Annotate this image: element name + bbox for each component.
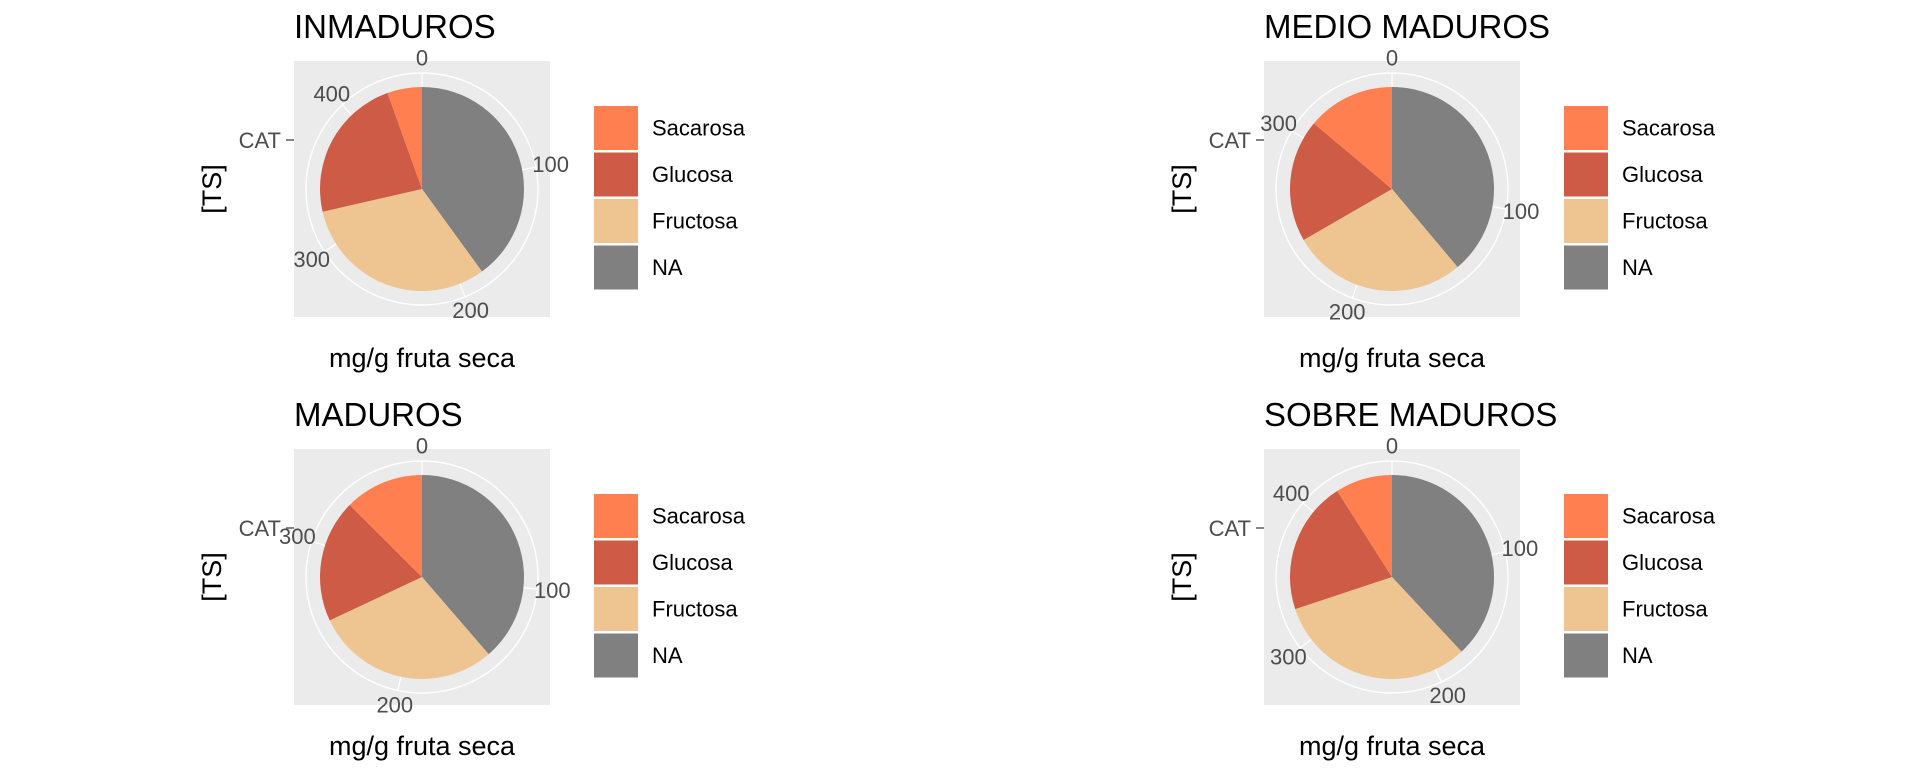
legend-label: Glucosa xyxy=(652,162,733,187)
legend: Sacarosa Glucosa Fructosa NA xyxy=(594,106,746,290)
pie-slice-na xyxy=(1392,87,1494,268)
legend-key-fructosa xyxy=(1564,199,1608,243)
y-axis-title: [TS] xyxy=(197,552,227,602)
pie-slice-sacarosa xyxy=(387,87,422,189)
theta-tick-label: 300 xyxy=(1260,111,1297,136)
pie-slice-glucosa xyxy=(1290,123,1392,240)
y-tick-label: CAT xyxy=(239,128,281,153)
theta-tick-label: 400 xyxy=(313,82,350,107)
pie-slice-sacarosa xyxy=(1337,475,1392,577)
legend-label: Sacarosa xyxy=(1622,116,1716,141)
legend-label: Glucosa xyxy=(652,550,733,575)
y-tick-label: CAT xyxy=(239,516,281,541)
legend-key-sacarosa xyxy=(594,494,638,538)
pie-slice-fructosa xyxy=(329,577,489,679)
theta-tick-label: 0 xyxy=(1386,46,1398,71)
theta-tick-label: 100 xyxy=(532,152,569,177)
y-tick-label: CAT xyxy=(1209,128,1251,153)
legend-key-fructosa xyxy=(1564,587,1608,631)
legend-label: Sacarosa xyxy=(652,116,746,141)
pie-slice-fructosa xyxy=(1303,189,1458,291)
legend-label: Sacarosa xyxy=(1622,504,1716,529)
pie-slice-fructosa xyxy=(1295,577,1462,679)
theta-tick-label: 100 xyxy=(534,578,571,603)
legend-key-sacarosa xyxy=(1564,106,1608,150)
legend-label: Glucosa xyxy=(1622,162,1703,187)
x-axis-title: mg/g fruta seca xyxy=(329,343,516,373)
legend-key-na xyxy=(1564,633,1608,678)
legend-label: Glucosa xyxy=(1622,550,1703,575)
theta-tick-label: 100 xyxy=(1503,199,1540,224)
theta-tick-label: 200 xyxy=(1429,683,1466,708)
theta-tick-label: 400 xyxy=(1273,481,1310,506)
theta-tick-label: 100 xyxy=(1502,536,1539,561)
theta-tick-label: 0 xyxy=(416,46,428,71)
y-axis-title: [TS] xyxy=(197,164,227,214)
theta-tick-label: 0 xyxy=(416,434,428,459)
legend-key-sacarosa xyxy=(1564,494,1608,538)
x-axis-title: mg/g fruta seca xyxy=(329,731,516,761)
pie-slice-glucosa xyxy=(320,93,422,212)
legend: Sacarosa Glucosa Fructosa NA xyxy=(1564,494,1716,678)
pie-slice-na xyxy=(422,87,524,272)
theta-tick-label: 0 xyxy=(1386,434,1398,459)
legend-key-glucosa xyxy=(1564,540,1608,585)
theta-tick-label: 200 xyxy=(376,693,413,718)
legend-label: NA xyxy=(1622,643,1653,668)
pie-slice-na xyxy=(1392,475,1495,652)
chart-title: SOBRE MADUROS xyxy=(1264,396,1557,433)
pie-slice-sacarosa xyxy=(1313,87,1392,189)
legend-key-glucosa xyxy=(594,152,638,197)
legend: Sacarosa Glucosa Fructosa NA xyxy=(1564,106,1716,290)
legend-label: Fructosa xyxy=(652,209,738,234)
legend-key-na xyxy=(1564,245,1608,290)
legend-key-na xyxy=(594,633,638,678)
legend-label: NA xyxy=(652,255,683,280)
legend-label: Fructosa xyxy=(1622,209,1708,234)
legend-label: NA xyxy=(1622,255,1653,280)
legend-key-fructosa xyxy=(594,199,638,243)
legend-key-glucosa xyxy=(1564,152,1608,197)
theta-tick-label: 300 xyxy=(1270,645,1307,670)
y-tick-label: CAT xyxy=(1209,516,1251,541)
y-axis-title: [TS] xyxy=(1167,552,1197,602)
pie-slice-sacarosa xyxy=(349,475,422,577)
legend-key-glucosa xyxy=(594,540,638,585)
legend-key-fructosa xyxy=(594,587,638,631)
chart-title: MEDIO MADUROS xyxy=(1264,8,1550,45)
theta-tick-label: 300 xyxy=(279,524,316,549)
legend-label: Sacarosa xyxy=(652,504,746,529)
legend-key-na xyxy=(594,245,638,290)
legend-key-sacarosa xyxy=(594,106,638,150)
chart-title: INMADUROS xyxy=(294,8,496,45)
theta-tick-label: 200 xyxy=(1329,300,1366,325)
x-axis-title: mg/g fruta seca xyxy=(1299,343,1486,373)
chart-title: MADUROS xyxy=(294,396,463,433)
pie-slice-na xyxy=(422,475,524,655)
theta-tick-label: 200 xyxy=(452,298,489,323)
legend-label: Fructosa xyxy=(652,597,738,622)
pie-slice-fructosa xyxy=(322,189,482,291)
legend: Sacarosa Glucosa Fructosa NA xyxy=(594,494,746,678)
x-axis-title: mg/g fruta seca xyxy=(1299,731,1486,761)
pie-slice-glucosa xyxy=(1290,490,1392,610)
legend-label: NA xyxy=(652,643,683,668)
y-axis-title: [TS] xyxy=(1167,164,1197,214)
pie-slice-glucosa xyxy=(320,505,422,621)
legend-label: Fructosa xyxy=(1622,597,1708,622)
theta-tick-label: 300 xyxy=(293,247,330,272)
